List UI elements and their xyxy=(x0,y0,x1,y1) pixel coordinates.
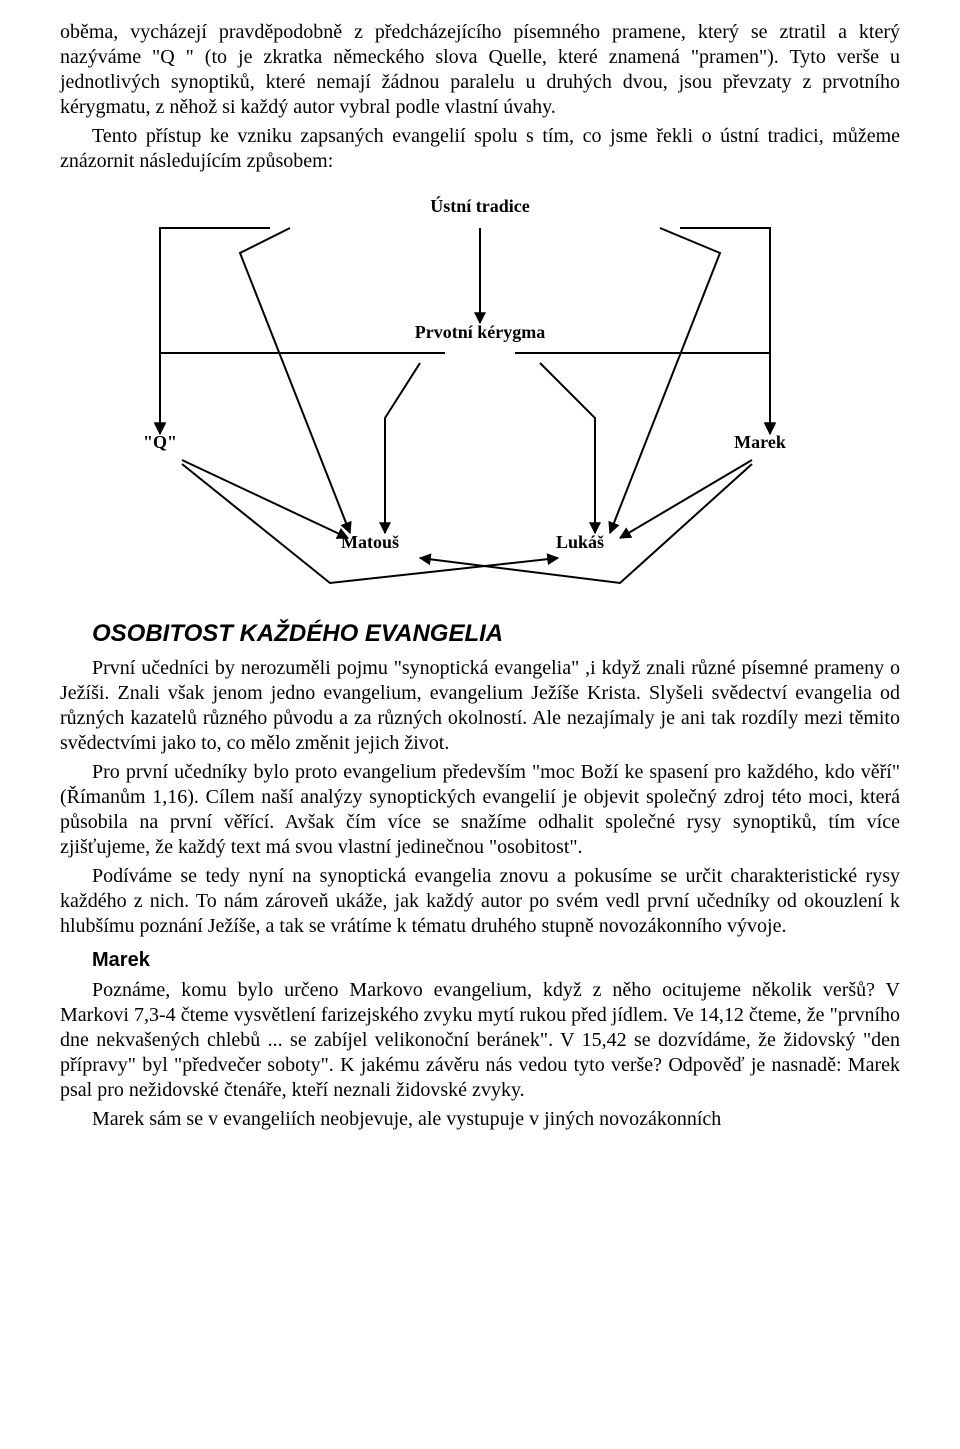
diagram-node-kerygma: Prvotní kérygma xyxy=(415,322,545,342)
paragraph: První učedníci by nerozuměli pojmu "syno… xyxy=(60,656,900,756)
diagram-edge xyxy=(182,464,558,583)
diagram-edge xyxy=(620,460,752,538)
paragraph: Tento přístup ke vzniku zapsaných evange… xyxy=(60,124,900,174)
diagram-edge xyxy=(182,460,348,538)
diagram-edge xyxy=(420,464,752,583)
diagram-node-ustni: Ústní tradice xyxy=(430,195,529,216)
paragraph: oběma, vycházejí pravděpodobně z předchá… xyxy=(60,20,900,120)
diagram-node-matous: Matouš xyxy=(341,532,399,552)
diagram-edge xyxy=(240,228,350,533)
diagram-edge xyxy=(680,228,770,433)
paragraph: Podíváme se tedy nyní na synoptická evan… xyxy=(60,864,900,939)
paragraph: Marek sám se v evangeliích neobjevuje, a… xyxy=(60,1107,900,1132)
diagram-edge xyxy=(160,353,445,434)
paragraph: Poznáme, komu bylo určeno Markovo evange… xyxy=(60,978,900,1103)
synoptic-diagram: Ústní tradice Prvotní kérygma "Q" Marek Mato… xyxy=(120,188,840,598)
diagram-edge xyxy=(385,363,420,533)
section-heading-marek: Marek xyxy=(92,949,900,972)
diagram-node-lukas: Lukáš xyxy=(556,532,604,552)
diagram-edge xyxy=(160,228,270,433)
diagram-edge xyxy=(610,228,720,533)
diagram-edge xyxy=(515,353,770,434)
page: oběma, vycházejí pravděpodobně z předchá… xyxy=(0,0,960,1156)
diagram-edge xyxy=(540,363,595,533)
paragraph: Pro první učedníky bylo proto evangelium… xyxy=(60,760,900,860)
diagram-node-q: "Q" xyxy=(143,432,177,452)
diagram-node-marek: Marek xyxy=(734,432,786,452)
section-heading-osobitost: OSOBITOST KAŽDÉHO EVANGELIA xyxy=(92,620,900,648)
